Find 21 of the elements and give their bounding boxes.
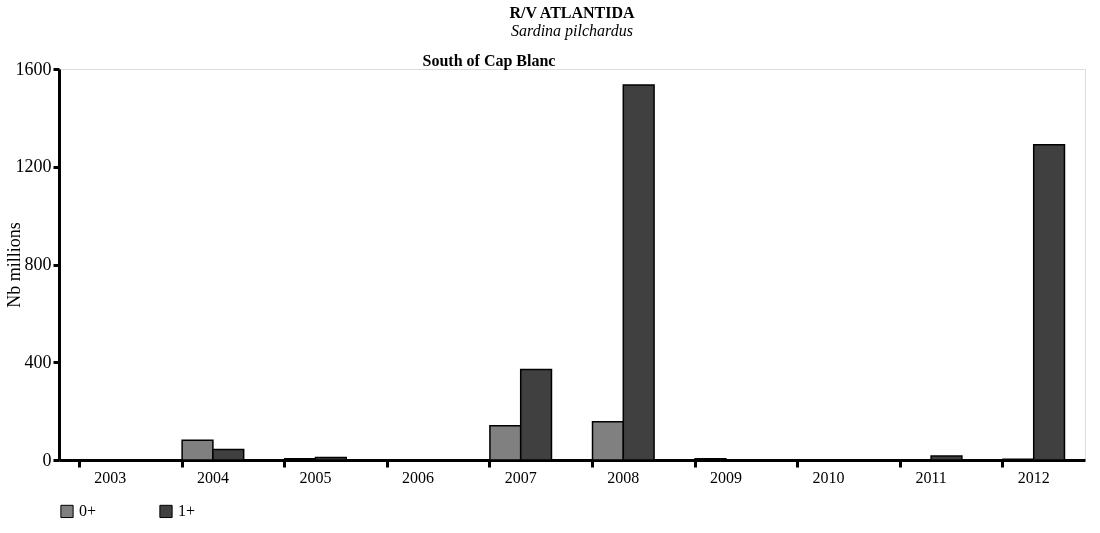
x-tick-label: 2009	[709, 468, 742, 486]
legend-label: 0+	[79, 502, 97, 520]
legend-label: 1+	[178, 502, 196, 520]
text: South of Cap Blanc	[422, 52, 556, 70]
x-tick-label: 2003	[94, 468, 127, 486]
chart-subtitle: Sardina pilchardus	[511, 22, 633, 40]
y-tick-label: 0	[42, 449, 52, 470]
y-tick-label: 400	[24, 351, 52, 372]
y-tick-label: 1200	[15, 156, 52, 177]
x-tick-label: 2004	[196, 468, 229, 486]
chart-title: R/V ATLANTIDA	[509, 4, 636, 21]
x-tick-label: 2010	[812, 468, 845, 486]
x-tick-label: 2012	[1017, 468, 1050, 486]
y-tick-label: 1600	[15, 58, 52, 79]
x-tick-label: 2011	[915, 468, 947, 486]
y-axis-title: Nb millions	[3, 222, 24, 308]
y-tick-label: 800	[24, 254, 52, 274]
x-tick-label: 2005	[299, 468, 332, 486]
x-tick-label: 2008	[607, 468, 640, 486]
x-tick-label: 2006	[402, 468, 435, 486]
x-tick-label: 2007	[504, 468, 537, 486]
